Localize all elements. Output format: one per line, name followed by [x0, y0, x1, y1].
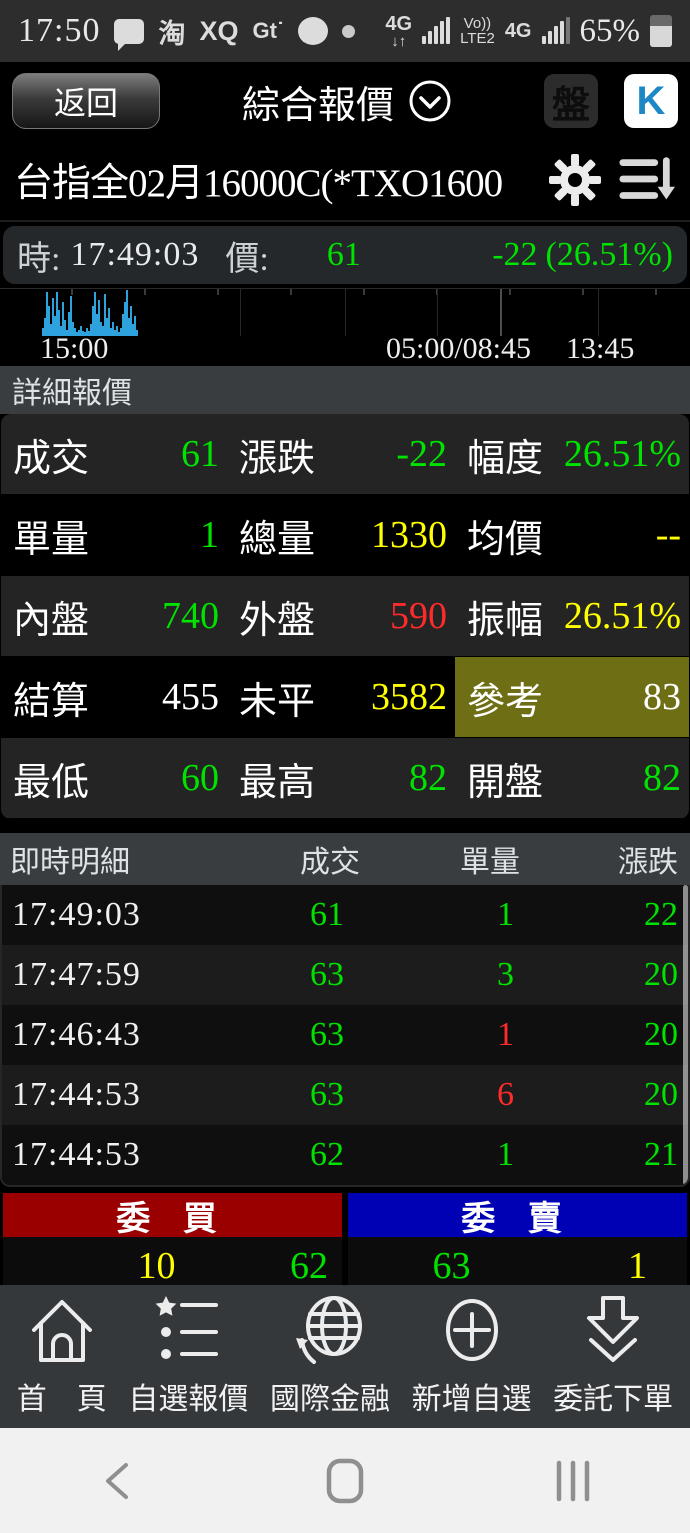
globe-icon	[295, 1295, 362, 1364]
volte-icon: Vo)) LTE2	[460, 15, 495, 47]
gt-icon: Gt˙	[252, 18, 285, 43]
xq-icon: XQ	[199, 15, 239, 46]
signal-bars-icon	[422, 17, 451, 44]
back-chevron-icon	[106, 1462, 129, 1499]
time-label: 時:	[17, 240, 61, 278]
detail-table: 成交 61 漲跌 -22 幅度 26.51% 單量 1 總量 1330 均價 -- 內盤 74…	[1, 414, 689, 819]
tape-row: 17:46:43 63 1 20	[2, 1005, 688, 1065]
detail-row: 最低 60 最高 82 開盤 82	[1, 738, 689, 819]
detail-row: 單量 1 總量 1330 均價 --	[1, 495, 689, 576]
kchart-button[interactable]: K	[624, 74, 678, 128]
tape-col-change: 漲跌	[618, 846, 678, 879]
nav-global-markets[interactable]: 國際金融	[270, 1292, 390, 1418]
bottom-nav: 首 頁 自選報價	[0, 1285, 690, 1428]
mini-chart[interactable]	[0, 288, 690, 336]
nav-place-order[interactable]: 委託下單	[553, 1292, 673, 1418]
ask-row: 63 1	[348, 1237, 687, 1285]
axis-label: 13:45	[566, 332, 635, 365]
page-title-dropdown[interactable]: 綜合報價	[160, 74, 534, 129]
signal-bars-icon-2	[541, 17, 570, 44]
network-4g-icon-2: 4G	[504, 20, 532, 42]
detail-row: 成交 61 漲跌 -22 幅度 26.51%	[1, 414, 689, 495]
axis-label: 15:00	[40, 332, 109, 365]
notification-dot-icon	[342, 24, 356, 38]
watchlist-icon	[155, 1295, 219, 1359]
nav-home[interactable]: 首 頁	[17, 1292, 107, 1418]
tape-title: 即時明細	[10, 846, 130, 879]
last-price: 61	[326, 236, 361, 273]
chevron-down-icon	[409, 80, 451, 122]
last-trade-time: 17:49:03	[70, 236, 200, 273]
instrument-name[interactable]: 台指全02月16000C(*TXO1600	[14, 162, 503, 205]
tape-row: 17:44:53 63 6 20	[2, 1065, 688, 1125]
android-recents-button[interactable]	[459, 1459, 687, 1503]
sort-descending-icon	[619, 157, 676, 200]
tape-col-volume: 單量	[460, 846, 520, 879]
battery-percent: 65%	[579, 12, 641, 49]
home-squircle-icon	[326, 1458, 364, 1503]
tape-list[interactable]: 17:49:03 61 1 22 17:47:59 63 3 20 17:46:…	[0, 885, 690, 1187]
taobao-icon: 淘	[158, 18, 186, 49]
detail-row: 內盤 740 外盤 590 振幅 26.51%	[1, 576, 689, 657]
clock: 17:50	[18, 12, 101, 49]
page-title: 綜合報價	[241, 84, 394, 127]
reference-price-highlight: 參考 83	[455, 657, 689, 737]
ask-header: 委 賣	[348, 1193, 687, 1238]
bid-row: 10 62	[3, 1237, 342, 1285]
battery-icon	[650, 15, 672, 47]
nav-watchlist[interactable]: 自選報價	[128, 1292, 248, 1418]
volume-bars	[42, 288, 138, 336]
axis-label: 05:00/08:45	[386, 332, 532, 365]
home-icon	[31, 1299, 92, 1362]
back-button[interactable]: 返回	[12, 73, 160, 129]
board-button[interactable]: 盤	[544, 74, 598, 128]
chart-time-axis: 15:00 05:00/08:45 13:45	[0, 332, 690, 366]
chat-icon	[298, 17, 329, 45]
android-back-button[interactable]	[3, 1459, 231, 1503]
detail-section-header: 詳細報價	[0, 366, 690, 414]
tape-row: 17:47:59 63 3 20	[2, 945, 688, 1005]
detail-row: 結算 455 未平 3582 參考 83	[1, 657, 689, 738]
status-bar: 17:50 淘 XQ Gt˙ 4G ↓↑ Vo)) LTE2 4G 65%	[0, 0, 690, 62]
scrollbar[interactable]	[683, 885, 688, 1185]
price-change: -22	[492, 236, 538, 273]
price-label: 價:	[225, 240, 269, 278]
quote-strip: 時: 17:49:03 價: 61 -22 (26.51%)	[3, 226, 687, 284]
tape-header: 即時明細 成交 單量 漲跌	[0, 833, 690, 885]
gear-icon	[549, 154, 601, 206]
message-icon	[114, 18, 145, 51]
sort-button[interactable]	[618, 151, 676, 209]
bid-header: 委 買	[3, 1193, 342, 1238]
tape-row: 17:49:03 61 1 22	[2, 885, 688, 945]
android-home-button[interactable]	[231, 1457, 459, 1505]
settings-button[interactable]	[546, 151, 604, 209]
add-circle-icon	[445, 1298, 498, 1361]
tape-col-price: 成交	[300, 846, 360, 879]
instrument-bar: 台指全02月16000C(*TXO1600	[0, 140, 690, 222]
order-book: 委 買 委 賣 10 62 63 1	[0, 1193, 690, 1285]
recents-icon	[556, 1460, 589, 1501]
app-header: 返回 綜合報價 盤 K	[0, 62, 690, 140]
price-change-pct: (26.51%)	[545, 236, 673, 273]
network-4g-icon: 4G ↓↑	[385, 12, 413, 50]
android-nav-bar	[0, 1428, 690, 1533]
order-book-row[interactable]: 10 62 63 1	[0, 1237, 690, 1285]
nav-add-watchlist[interactable]: 新增自選	[412, 1292, 532, 1418]
tape-row: 17:44:53 62 1 21	[2, 1125, 688, 1185]
order-download-icon	[587, 1295, 640, 1362]
